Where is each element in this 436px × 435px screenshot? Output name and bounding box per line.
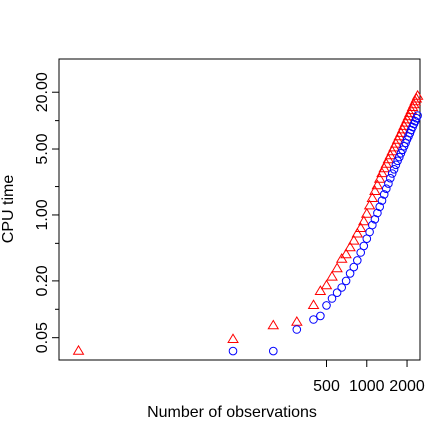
triangle-point [320,279,333,290]
triangle-series [72,89,424,355]
triangle-point [360,207,373,218]
x-tick-label: 500 [313,378,340,395]
triangle-point [314,285,327,295]
triangle-point [373,172,386,183]
triangle-point [376,167,388,178]
triangle-point [348,234,360,245]
circle-point [359,241,369,251]
circle-point [395,152,404,162]
triangle-point [363,199,376,210]
circle-point [386,173,395,183]
triangle-point [307,299,320,309]
circle-point [309,315,318,324]
circle-point [389,165,399,174]
x-tick-label: 1000 [349,378,385,395]
y-tick-label: 1.00 [34,199,51,230]
triangle-point [267,319,280,330]
triangle-point [369,185,381,195]
circle-point [228,346,238,356]
y-tick-label: 0.05 [34,322,51,353]
y-axis: 0.05 0.20 1.00 5.00 20.00 [34,72,59,353]
x-axis: 500 1000 2000 [313,360,425,395]
circle-point [375,202,385,212]
circle-point [332,288,342,298]
y-tick-label: 5.00 [34,133,51,164]
triangle-point [340,248,352,259]
y-tick-label: 0.20 [34,265,51,296]
triangle-point [351,227,364,238]
y-axis-label: CPU time [0,175,17,244]
x-tick-label: 2000 [389,378,425,395]
circle-point [345,269,355,278]
y-tick-label: 20.00 [34,72,51,112]
circle-point [377,196,387,205]
circle-point [391,160,401,170]
circle-point [292,325,302,334]
plot-area [58,58,421,361]
circle-point [327,294,337,303]
circle-point [349,262,359,272]
triangle-point [331,262,343,273]
circle-point [316,311,325,321]
triangle-point [358,215,370,226]
circle-point [384,179,393,188]
circle-point [387,169,397,178]
circle-point [269,346,278,356]
circle-point [373,208,382,218]
circle-point [341,276,351,286]
circle-point [368,220,377,230]
triangle-point [72,344,85,355]
circle-point [379,190,389,199]
circle-point [337,283,347,292]
series-layer [72,89,424,356]
triangle-point [366,192,379,202]
triangle-point [371,179,384,190]
triangle-point [291,316,303,326]
circle-point [322,301,331,310]
circle-series [228,111,422,356]
circle-point [413,111,422,120]
triangle-point [354,222,367,232]
circle-point [353,256,362,265]
triangle-point [227,333,239,343]
triangle-point [344,241,356,252]
x-axis-label: Number of observations [147,404,317,421]
triangle-point [326,270,338,281]
circle-point [382,184,391,193]
triangle-point [411,89,424,100]
